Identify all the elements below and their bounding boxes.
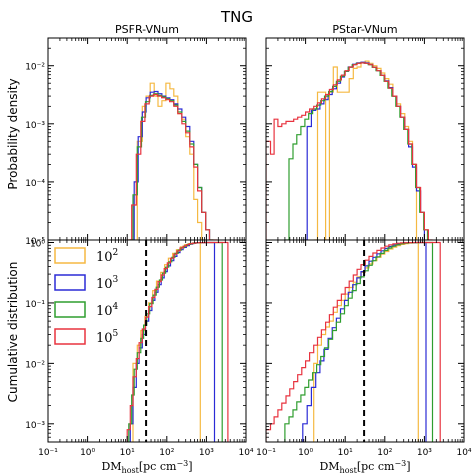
series-line-5 <box>266 241 441 442</box>
x-tick-label: 10¹ <box>338 448 353 458</box>
series-line-2 <box>313 241 419 442</box>
legend-swatch <box>54 247 86 264</box>
panel-top-right: PStar-VNum <box>265 23 465 241</box>
legend-swatch <box>54 328 86 345</box>
series-line-4 <box>128 93 214 240</box>
legend-swatch <box>54 301 86 318</box>
panel-title: PStar-VNum <box>332 23 397 36</box>
series-line-3 <box>302 61 425 240</box>
y-tick-label: 10⁻² <box>25 360 45 370</box>
panel-frame <box>47 37 247 241</box>
y-tick-label: 10⁻³ <box>25 121 45 131</box>
x-tick-label: 10⁻¹ <box>38 448 58 458</box>
legend-label: 102 <box>96 248 118 265</box>
series-group <box>126 241 229 442</box>
x-axis-label: DMhost[pc cm−3] <box>319 459 410 474</box>
series-line-5 <box>127 93 218 240</box>
series-group <box>266 60 433 240</box>
series-group <box>266 241 441 442</box>
legend-label: 105 <box>96 329 119 346</box>
x-tick-label: 10² <box>377 448 392 458</box>
y-tick-label: 10⁻⁵ <box>25 237 45 247</box>
y-tick-label: 10⁻⁴ <box>25 179 45 189</box>
panel-frame <box>47 239 247 443</box>
series-line-2 <box>133 82 206 240</box>
panel-title: PSFR-VNum <box>115 23 179 36</box>
series-line-3 <box>129 241 216 442</box>
legend: 102 103 104 105 <box>54 247 119 346</box>
panel-frame <box>265 37 465 241</box>
x-tick-label: 10³ <box>199 448 214 458</box>
legend-swatch <box>54 274 86 291</box>
legend-label: 104 <box>96 302 119 319</box>
y-axis-label-top: Probability density <box>6 78 20 189</box>
y-tick-label: 10⁻³ <box>25 421 45 431</box>
series-group <box>127 82 218 240</box>
x-tick-label: 10⁰ <box>298 448 313 458</box>
series-line-2 <box>132 242 201 442</box>
y-tick-label: 10⁰ <box>30 240 45 250</box>
x-tick-label: 10³ <box>417 448 432 458</box>
panel-bottom-left: 10⁻³ 10⁻² 10⁻¹ 10⁰ 10⁻¹ 10⁰ 10¹ 10² 10³ 10⁴ DMhost… <box>25 239 254 474</box>
panel-top-left: 10⁻⁵ 10⁻⁴ 10⁻³ 10⁻² PSFR-VNum <box>25 23 247 247</box>
panel-bottom-right: 10⁻¹ 10⁰ 10¹ 10² 10³ 10⁴ DMhost[pc cm−3] <box>256 239 472 474</box>
x-axis-label: DMhost[pc cm−3] <box>101 459 192 474</box>
series-line-2 <box>313 60 418 240</box>
series-line-4 <box>284 62 429 240</box>
x-tick-label: 10⁴ <box>238 448 253 458</box>
panel-frame <box>265 239 465 443</box>
x-tick-label: 10⁻¹ <box>256 448 276 458</box>
series-line-5 <box>266 62 433 240</box>
y-tick-label: 10⁻¹ <box>25 300 45 310</box>
series-line-5 <box>126 241 229 442</box>
y-axis-label-bottom: Cumulative distribution <box>6 262 20 403</box>
x-tick-label: 10⁴ <box>456 448 471 458</box>
y-tick-label: 10⁻² <box>25 63 45 73</box>
x-tick-label: 10² <box>159 448 174 458</box>
legend-label: 103 <box>96 275 119 292</box>
series-line-4 <box>284 241 434 442</box>
figure-title: TNG <box>220 8 253 26</box>
x-tick-label: 10⁰ <box>80 448 95 458</box>
x-tick-label: 10¹ <box>120 448 135 458</box>
